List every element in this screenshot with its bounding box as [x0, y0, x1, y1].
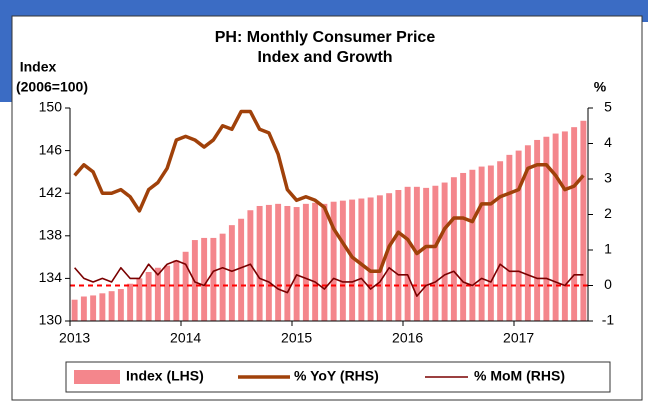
- bar: [506, 154, 513, 321]
- y2-axis-label: %: [594, 79, 607, 95]
- legend-label: Index (LHS): [126, 368, 204, 384]
- y2-tick-label: 2: [604, 205, 612, 221]
- bar: [90, 295, 97, 321]
- bar: [552, 133, 559, 321]
- x-tick-label: 2013: [59, 330, 90, 346]
- bar: [460, 172, 467, 321]
- x-tick-label: 2015: [281, 330, 312, 346]
- bar: [265, 204, 272, 321]
- bar: [99, 293, 106, 321]
- bar: [358, 198, 365, 321]
- header-banner-side: [0, 22, 12, 102]
- bar: [524, 145, 531, 321]
- bar: [330, 201, 337, 321]
- bar: [376, 195, 383, 321]
- bar: [201, 237, 208, 321]
- y-tick-label: 138: [39, 227, 63, 243]
- bar: [534, 139, 541, 321]
- bar: [349, 199, 356, 321]
- legend-label: % MoM (RHS): [474, 368, 565, 384]
- bar: [339, 200, 346, 321]
- bar: [395, 190, 402, 321]
- y-tick-label: 150: [39, 99, 63, 115]
- y2-tick-label: -1: [602, 312, 615, 328]
- bar: [432, 185, 439, 321]
- y-axis-label: Index: [20, 59, 57, 75]
- bar: [173, 260, 180, 321]
- bar: [469, 169, 476, 321]
- y2-tick-label: 3: [604, 170, 612, 186]
- x-tick-label: 2016: [392, 330, 423, 346]
- bar: [71, 299, 78, 321]
- bar: [182, 251, 189, 321]
- legend-label: % YoY (RHS): [294, 368, 379, 384]
- line: [73, 109, 585, 274]
- y-tick-label: 146: [39, 141, 63, 157]
- y2-tick-label: 5: [604, 99, 612, 115]
- bar: [543, 136, 550, 321]
- bar: [219, 233, 226, 321]
- bar: [515, 150, 522, 321]
- y2-tick-label: 4: [604, 134, 612, 150]
- chart-title: PH: Monthly Consumer Price: [215, 29, 436, 46]
- bar: [321, 203, 328, 321]
- bar: [238, 218, 245, 321]
- y-tick-label: 134: [39, 269, 63, 285]
- bar: [284, 205, 291, 321]
- bar: [571, 127, 578, 321]
- bar: [497, 161, 504, 321]
- y-tick-label: 130: [39, 312, 63, 328]
- bar: [136, 278, 143, 321]
- x-tick-label: 2014: [170, 330, 201, 346]
- y2-tick-label: 0: [604, 276, 612, 292]
- bar: [312, 202, 319, 321]
- bar: [127, 283, 134, 321]
- bar: [117, 289, 124, 321]
- chart-subtitle: Index and Growth: [257, 49, 392, 66]
- bar: [164, 265, 171, 321]
- bar: [441, 182, 448, 321]
- bar: [561, 131, 568, 321]
- legend-swatch: [74, 370, 120, 384]
- bar: [302, 203, 309, 321]
- x-tick-label: 2017: [503, 330, 534, 346]
- y2-tick-label: 1: [604, 241, 612, 257]
- bar: [108, 291, 115, 321]
- y-axis-label: (2006=100): [16, 79, 88, 95]
- bar: [210, 237, 217, 321]
- bar: [423, 187, 430, 321]
- bar: [228, 225, 235, 321]
- y-tick-label: 142: [39, 184, 63, 200]
- bar: [580, 120, 587, 321]
- legend: [65, 361, 611, 393]
- bar: [256, 205, 263, 321]
- line: [74, 259, 584, 297]
- bar: [275, 203, 282, 321]
- bar: [404, 186, 411, 321]
- bar: [478, 166, 485, 321]
- bar: [487, 165, 494, 321]
- bar: [386, 193, 393, 321]
- bar: [154, 267, 161, 321]
- bar: [293, 207, 300, 321]
- bar: [145, 272, 152, 321]
- bar: [367, 197, 374, 321]
- bar: [450, 177, 457, 321]
- bar: [80, 296, 87, 321]
